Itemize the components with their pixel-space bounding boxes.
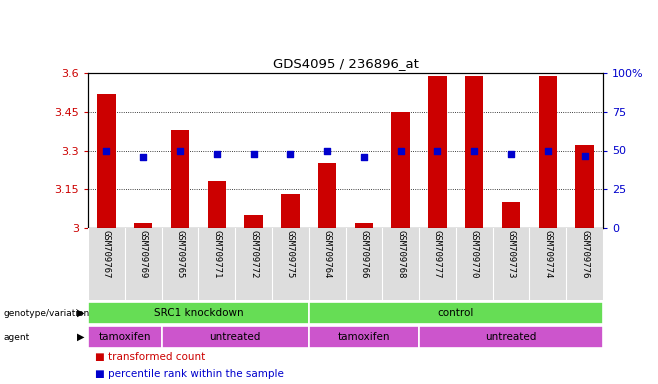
Bar: [171, 130, 189, 228]
Point: [322, 147, 332, 154]
Bar: [419, 326, 603, 348]
Text: GSM709765: GSM709765: [176, 230, 184, 278]
Text: GSM709771: GSM709771: [213, 230, 221, 278]
Bar: [309, 302, 603, 324]
Bar: [97, 94, 116, 228]
Text: GSM709774: GSM709774: [544, 230, 552, 278]
Text: GSM709767: GSM709767: [102, 230, 111, 278]
Point: [175, 147, 186, 154]
Point: [285, 151, 295, 157]
Text: ▶: ▶: [77, 308, 85, 318]
Text: GSM709773: GSM709773: [507, 230, 515, 278]
Text: untreated: untreated: [209, 332, 261, 342]
Text: ■ transformed count: ■ transformed count: [95, 352, 205, 362]
Bar: [207, 182, 226, 228]
Bar: [465, 76, 484, 228]
Text: genotype/variation: genotype/variation: [3, 308, 89, 318]
Point: [506, 151, 517, 157]
Point: [138, 154, 149, 160]
Point: [211, 151, 222, 157]
Text: agent: agent: [3, 333, 30, 341]
Bar: [392, 112, 410, 228]
Text: untreated: untreated: [486, 332, 537, 342]
Text: control: control: [438, 308, 474, 318]
Bar: [309, 326, 419, 348]
Text: SRC1 knockdown: SRC1 knockdown: [153, 308, 243, 318]
Point: [101, 147, 112, 154]
Bar: [318, 164, 336, 228]
Title: GDS4095 / 236896_at: GDS4095 / 236896_at: [272, 58, 418, 70]
Text: GSM709775: GSM709775: [286, 230, 295, 278]
Point: [432, 147, 443, 154]
Text: ■ percentile rank within the sample: ■ percentile rank within the sample: [95, 369, 284, 379]
Bar: [88, 326, 162, 348]
Text: GSM709766: GSM709766: [359, 230, 368, 278]
Point: [359, 154, 369, 160]
Bar: [162, 326, 309, 348]
Text: GSM709764: GSM709764: [322, 230, 332, 278]
Text: tamoxifen: tamoxifen: [99, 332, 151, 342]
Bar: [134, 223, 153, 228]
Bar: [281, 194, 299, 228]
Point: [248, 151, 259, 157]
Text: GSM709776: GSM709776: [580, 230, 589, 278]
Bar: [88, 302, 309, 324]
Text: tamoxifen: tamoxifen: [338, 332, 390, 342]
Text: GSM709772: GSM709772: [249, 230, 258, 278]
Text: ▶: ▶: [77, 332, 85, 342]
Point: [543, 147, 553, 154]
Text: GSM709768: GSM709768: [396, 230, 405, 278]
Point: [469, 147, 480, 154]
Text: GSM709769: GSM709769: [139, 230, 147, 278]
Text: GSM709777: GSM709777: [433, 230, 442, 278]
Bar: [575, 145, 594, 228]
Point: [579, 152, 590, 159]
Bar: [244, 215, 263, 228]
Bar: [539, 76, 557, 228]
Point: [395, 147, 406, 154]
Bar: [428, 76, 447, 228]
Bar: [355, 223, 373, 228]
Text: GSM709770: GSM709770: [470, 230, 479, 278]
Bar: [502, 202, 520, 228]
